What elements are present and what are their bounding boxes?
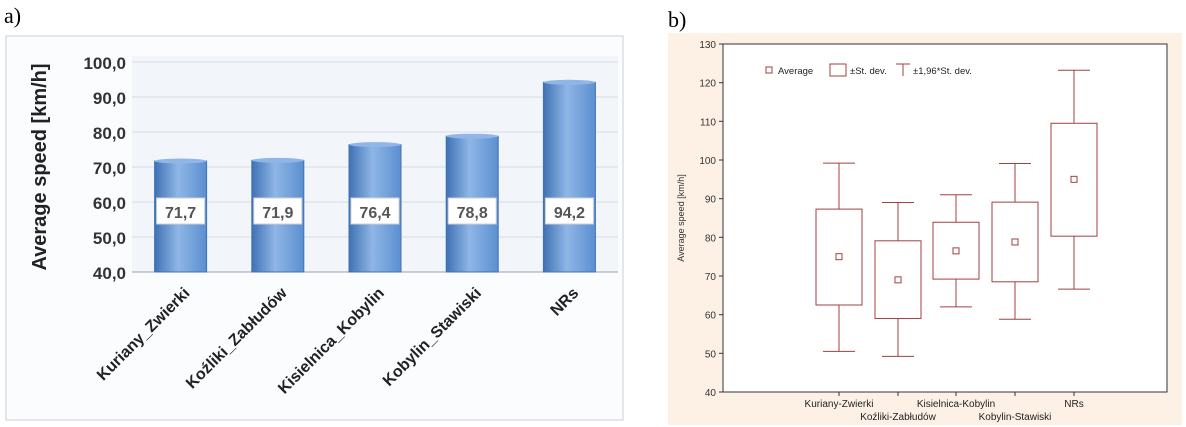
data-label: 94,2 [554,205,585,222]
y-tick-label: 100,0 [83,54,126,73]
mean-marker [1070,175,1078,183]
bar-top [446,133,499,139]
legend-label: Average [778,66,813,77]
data-label-box [253,197,303,225]
mean-marker [894,276,902,284]
bar-top [251,157,304,163]
mean-marker [952,247,960,255]
legend: Average ±St. dev. ±1,96*St. dev. [765,63,972,77]
chart-b-plot-area [722,43,1168,393]
legend-label: ±1,96*St. dev. [913,66,972,77]
data-label-box [447,197,497,225]
data-label-box [350,197,400,225]
y-tick-label: 50,0 [93,229,126,248]
bar-chart-a: 40,0 50,0 60,0 70,0 80,0 90,0 100,0 Average spe… [5,35,624,421]
sd-box [991,201,1039,283]
y-axis-label: Average speed [km/h] [29,63,51,270]
x-tick-label: Koźliki-Zabłudów [860,412,936,423]
x-tick-label: Kobylin-Stawiski [979,412,1052,423]
sd-box [815,208,863,306]
y-tick-label: 60 [705,311,717,322]
mean-marker [835,253,843,261]
panel-label-a: a) [4,3,21,28]
x-tick-label: Kisielnica-Kobylin [917,399,995,410]
sd-box [1050,122,1098,237]
legend-label: ±St. dev. [850,66,887,77]
y-tick-label: 70,0 [93,159,126,178]
y-tick-label: 90,0 [93,89,126,108]
y-axis-label: Average speed [km/h] [676,174,686,261]
panel-label-b: b) [668,7,686,32]
y-tick-label: 110 [700,117,716,128]
bar-top [543,79,596,85]
legend-sd-swatch [829,63,847,77]
bar-top [154,158,207,164]
y-tick-label: 50 [705,349,717,360]
mean-marker [1011,238,1019,246]
bar [542,81,596,273]
y-tick-label: 80 [705,233,717,244]
bar-top [349,142,401,148]
x-tick-label: Kuriany-Zwierki [805,399,874,410]
y-tick-label: 60,0 [93,194,126,213]
y-tick-label: 120 [699,79,716,90]
data-label: 71,9 [262,205,293,222]
y-tick-label: 130 [699,40,716,51]
y-tick-label: 90 [705,195,717,206]
legend-mean-swatch [765,66,773,74]
data-label: 76,4 [359,205,390,222]
y-tick-label: 100 [699,156,716,167]
y-tick-label: 80,0 [93,124,126,143]
y-tick-label: 70 [705,272,717,283]
sd-box [932,221,980,280]
data-label-box [544,197,594,225]
y-tick-label: 40 [705,388,717,399]
data-label: 78,8 [457,205,488,222]
box-chart-b: 40 50 60 70 80 90 100 110 120 130 Average speed [k… [668,33,1182,425]
data-label-box [156,197,206,225]
data-label: 71,7 [165,205,196,222]
y-tick-label: 40,0 [93,264,126,283]
x-tick-label: NRs [1064,399,1083,410]
sd-box [874,240,922,320]
